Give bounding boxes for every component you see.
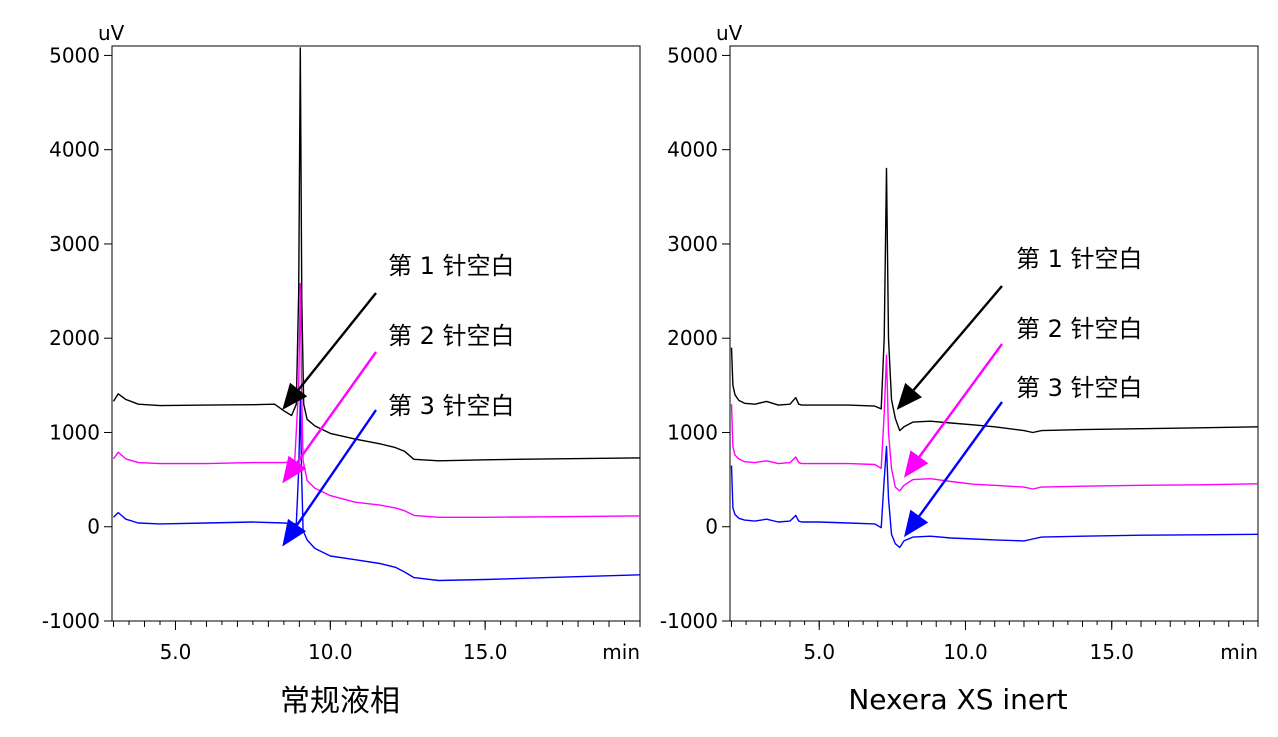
- annotation-arrow-shaft-3: [296, 409, 377, 526]
- x-tick-label: 5.0: [160, 640, 192, 664]
- series-line-3: [113, 399, 641, 582]
- annotation-label-2: 第 2 针空白: [388, 322, 515, 350]
- x-tick-label: 15.0: [463, 640, 508, 664]
- series-line-3: [730, 445, 1259, 549]
- chart-panel-conventional-lc: uV min 5.0 10.0 15.0 -1000 0 1000 2000 3000 400…: [42, 21, 641, 719]
- annotation-arrow-shaft-3: [918, 401, 1003, 517]
- x-axis-ticks: 5.0 10.0 15.0: [803, 621, 1134, 664]
- annotation-label-1: 第 1 针空白: [1016, 245, 1143, 273]
- annotation-label-3: 第 3 针空白: [388, 392, 515, 420]
- y-tick-label: 0: [705, 515, 718, 539]
- x-axis-unit-label: min: [602, 640, 640, 664]
- annotation-arrow-head-2: [282, 455, 307, 484]
- y-tick-label: 3000: [667, 232, 718, 256]
- y-tick-label: 1000: [49, 420, 100, 444]
- y-tick-label: 2000: [49, 326, 100, 350]
- annotation-arrow-head-1: [896, 382, 922, 410]
- chart-panel-nexera-xs-inert: uV min 5.0 10.0 15.0 -1000 0 1000 2000 3000 400…: [660, 21, 1259, 716]
- y-tick-label: -1000: [660, 609, 718, 633]
- series-line-1: [730, 167, 1259, 434]
- chart-title: Nexera XS inert: [848, 683, 1067, 716]
- series-line-2: [730, 354, 1259, 492]
- x-tick-label: 5.0: [803, 640, 835, 664]
- y-axis-unit-label: uV: [716, 21, 743, 45]
- annotation-label-2: 第 2 针空白: [1016, 315, 1143, 343]
- annotation-arrow-shaft-1: [297, 292, 377, 391]
- y-axis-ticks: -1000 0 1000 2000 3000 4000 5000: [42, 43, 112, 633]
- x-tick-label: 15.0: [1089, 640, 1134, 664]
- x-axis-ticks: 5.0 10.0 15.0: [160, 621, 508, 664]
- plot-frame: [729, 45, 1259, 622]
- annotation-label-1: 第 1 针空白: [388, 252, 515, 280]
- annotation-arrow-head-3: [904, 509, 929, 538]
- plot-frame: [111, 45, 641, 622]
- y-axis-ticks: -1000 0 1000 2000 3000 4000 5000: [660, 43, 730, 633]
- x-tick-label: 10.0: [943, 640, 988, 664]
- annotation-arrow-head-1: [282, 382, 308, 410]
- x-axis-unit-label: min: [1220, 640, 1258, 664]
- annotation-arrow-shaft-2: [918, 343, 1003, 458]
- x-minor-ticks: [730, 621, 1259, 627]
- y-axis-unit-label: uV: [98, 21, 125, 45]
- y-tick-label: -1000: [42, 609, 100, 633]
- y-tick-label: 5000: [667, 43, 718, 67]
- y-tick-label: 4000: [667, 138, 718, 162]
- x-tick-label: 10.0: [308, 640, 353, 664]
- series-line-2: [112, 282, 641, 518]
- series-layer: [112, 47, 641, 582]
- y-tick-label: 0: [87, 515, 100, 539]
- chart-title: 常规液相: [280, 684, 400, 719]
- annotation-label-3: 第 3 针空白: [1016, 374, 1143, 402]
- y-tick-label: 4000: [49, 138, 100, 162]
- annotation-arrow-head-3: [282, 518, 307, 547]
- annotation-arrow-head-2: [904, 450, 929, 478]
- x-minor-ticks: [113, 621, 641, 627]
- series-layer: [730, 167, 1259, 549]
- annotation-arrow-shaft-2: [296, 351, 377, 463]
- y-tick-label: 2000: [667, 326, 718, 350]
- y-tick-label: 1000: [667, 420, 718, 444]
- series-line-1: [112, 47, 641, 462]
- y-tick-label: 3000: [49, 232, 100, 256]
- y-tick-label: 5000: [49, 43, 100, 67]
- annotation-arrow-shaft-1: [912, 285, 1003, 391]
